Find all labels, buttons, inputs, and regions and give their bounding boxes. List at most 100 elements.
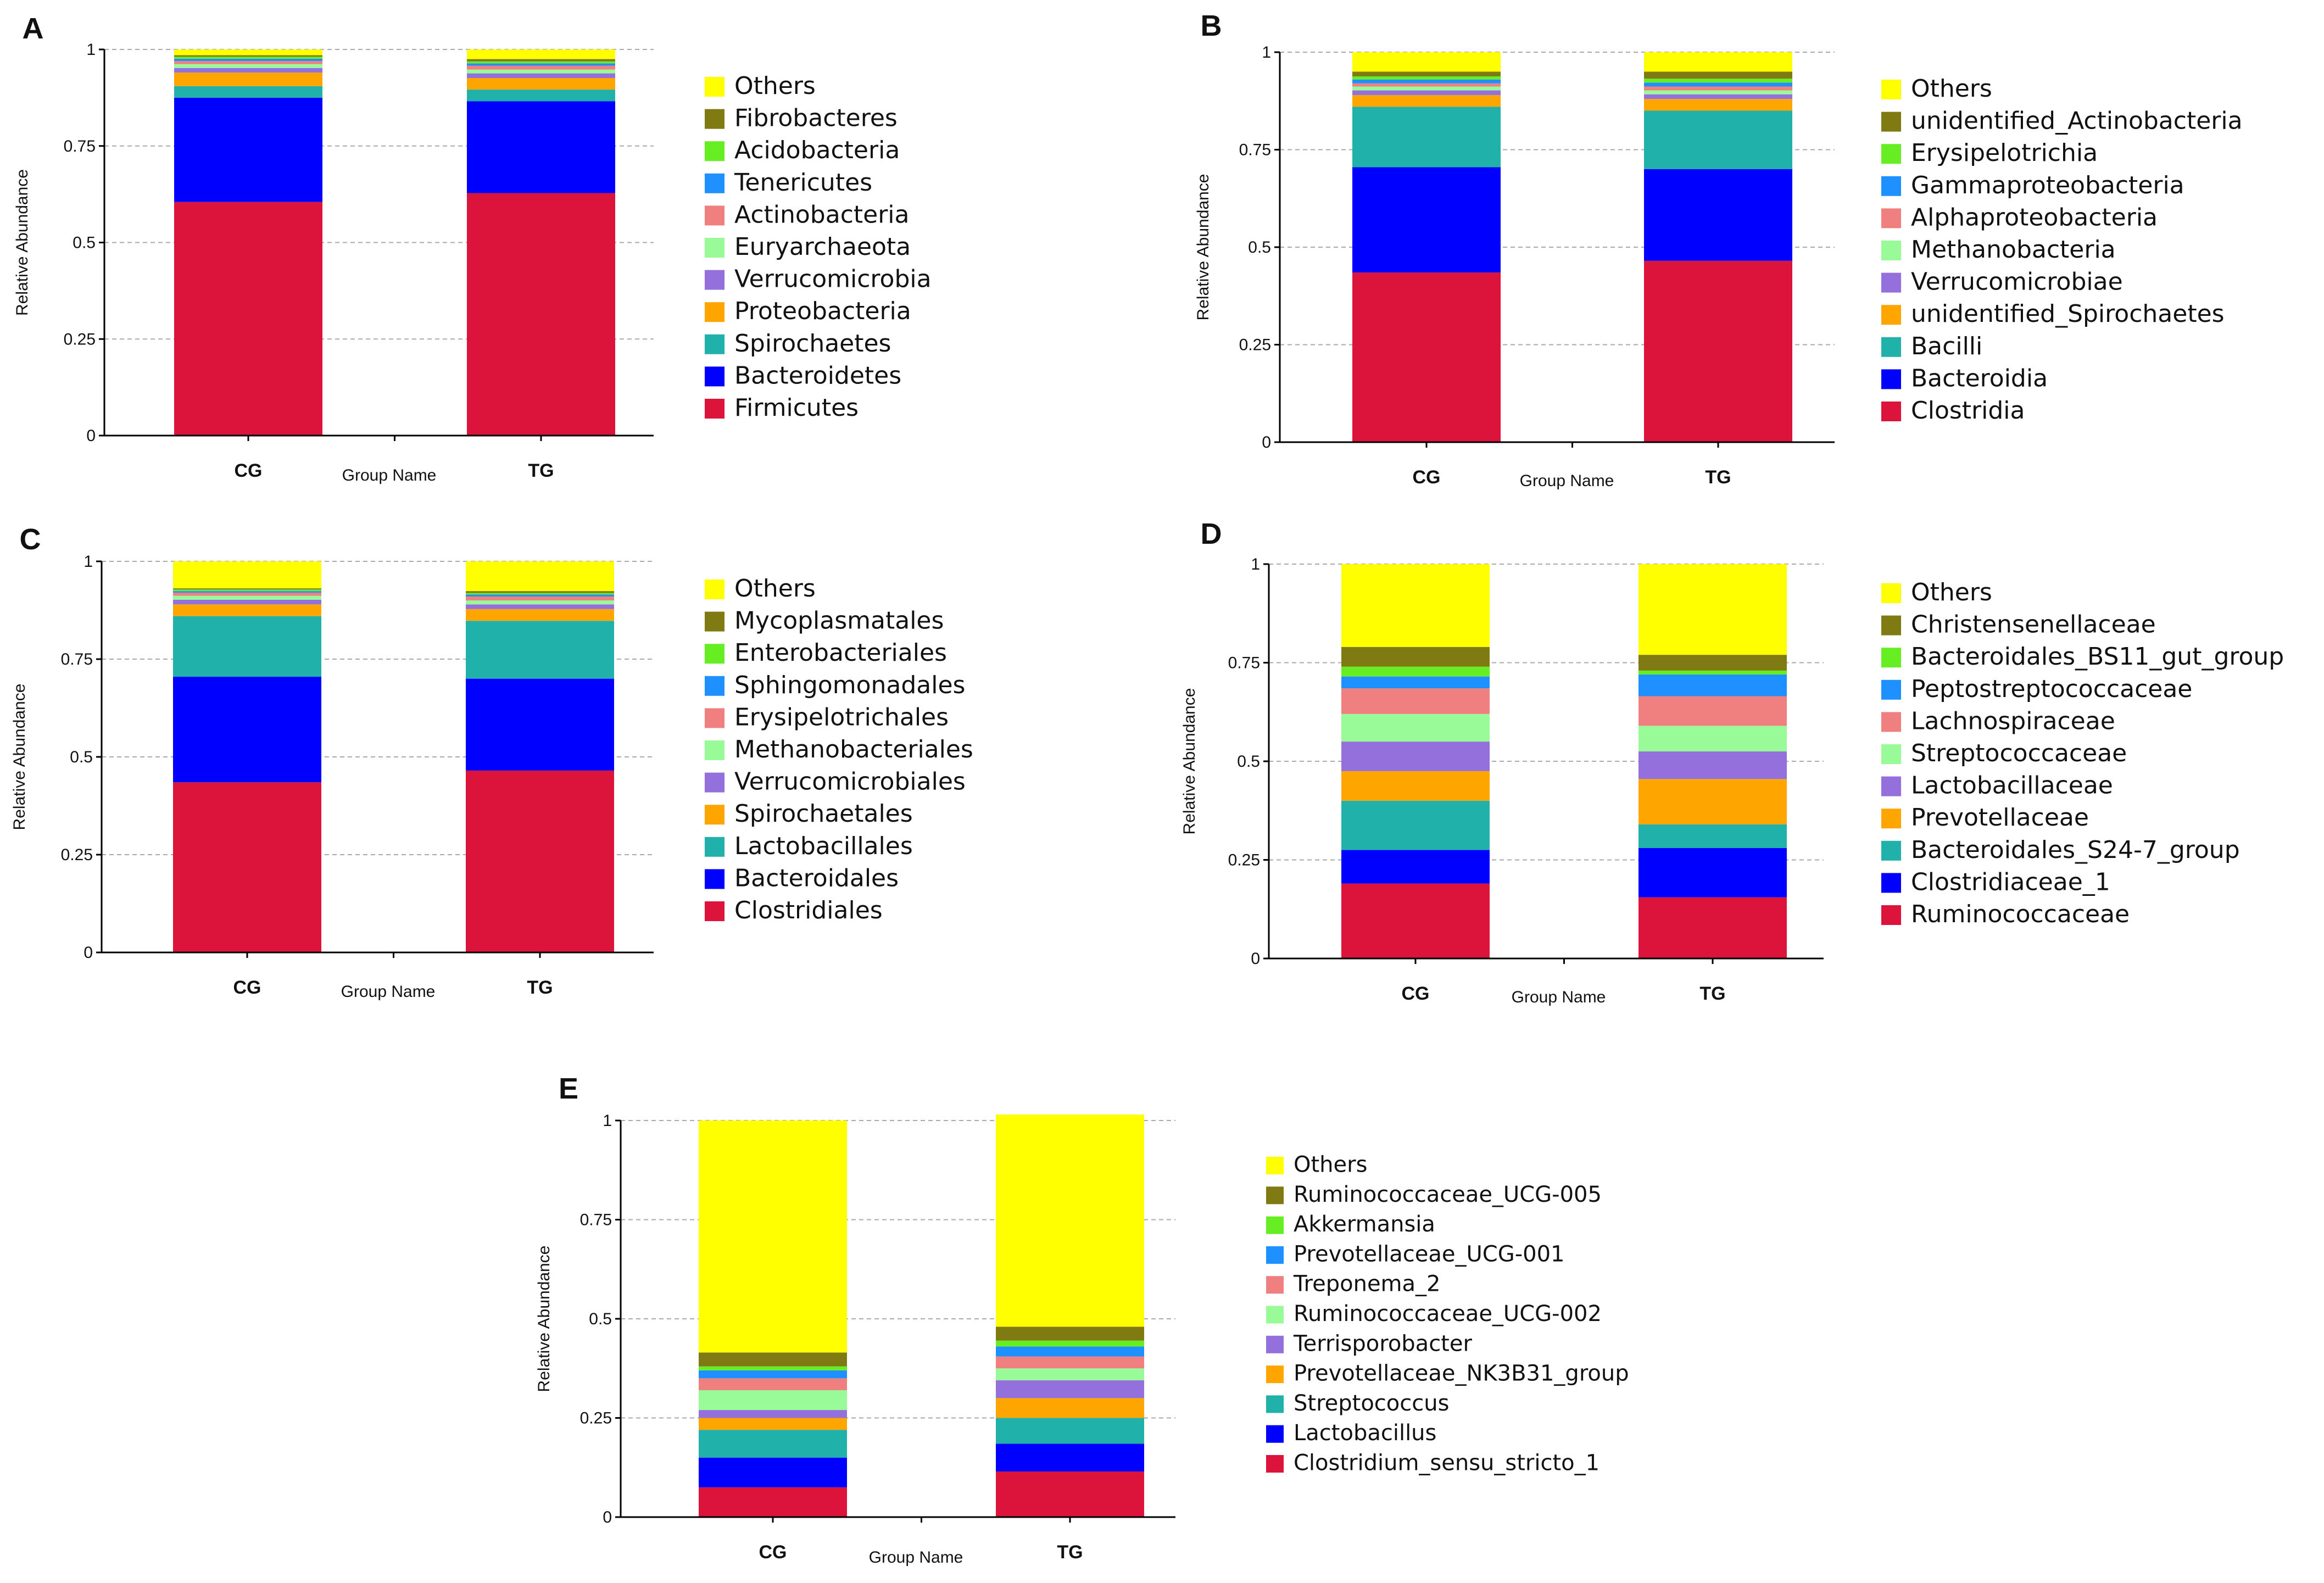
chart-e-legend-swatch-lactobacillus xyxy=(1266,1425,1284,1443)
chart-e-legend-label-prevotellaceae-nk3b31-group: Prevotellaceae_NK3B31_group xyxy=(1294,1361,1629,1386)
chart-b-bar-tg-erysipelotrichia xyxy=(1644,79,1792,83)
chart-d-ylabel: Relative Abundance xyxy=(1180,688,1199,835)
chart-e-legend-label-akkermansia: Akkermansia xyxy=(1294,1212,1435,1237)
chart-e-bar-cg-ruminococcaceae-ucg-002 xyxy=(699,1390,847,1411)
chart-e-bar-cg-terrisporobacter xyxy=(699,1410,847,1418)
chart-d-ytick-label: 0 xyxy=(1251,950,1260,968)
chart-a-bar-cg-proteobacteria xyxy=(174,73,322,86)
chart-c-legend-item-enterobacteriales: Enterobacteriales xyxy=(705,639,947,667)
chart-b-bar-cg-unidentified-actinobacteria xyxy=(1352,71,1501,77)
chart-d-panel-letter: D xyxy=(1201,517,1222,550)
chart-b-legend-item-alphaproteobacteria: Alphaproteobacteria xyxy=(1881,203,2158,231)
chart-a-legend-swatch-euryarchaeota xyxy=(705,238,724,258)
chart-d-bar-tg-streptococcaceae xyxy=(1638,726,1787,752)
chart-b-ytick-label: 1 xyxy=(1262,43,1271,62)
chart-e-bar-cg-others xyxy=(699,1121,847,1353)
chart-a-xlabel: Group Name xyxy=(342,466,437,484)
chart-c-legend-item-sphingomonadales: Sphingomonadales xyxy=(705,671,965,699)
chart-e-xtick-label-cg: CG xyxy=(759,1542,787,1563)
chart-d-legend-label-lachnospiraceae: Lachnospiraceae xyxy=(1911,707,2115,735)
chart-a-ytick-label: 0.5 xyxy=(73,234,96,252)
chart-d-bar-tg-bacteroidales-bs11-gut-group xyxy=(1638,670,1787,675)
chart-e-legend-swatch-ruminococcaceae-ucg-002 xyxy=(1266,1306,1284,1324)
chart-a-bar-tg-acidobacteria xyxy=(467,61,615,64)
chart-c-legend-label-methanobacteriales: Methanobacteriales xyxy=(734,735,973,763)
chart-d-legend-item-clostridiaceae-1: Clostridiaceae_1 xyxy=(1881,868,2110,896)
chart-d-bar-cg-bacteroidales-s24-7-group xyxy=(1341,800,1490,850)
chart-a-bar-tg-fibrobacteres xyxy=(467,59,615,62)
chart-b-legend-label-verrucomicrobiae: Verrucomicrobiae xyxy=(1911,268,2123,296)
chart-d-bar-tg-lachnospiraceae xyxy=(1638,696,1787,726)
chart-c-xtick-label-cg: CG xyxy=(233,977,261,998)
chart-e-legend-swatch-terrisporobacter xyxy=(1266,1335,1284,1353)
chart-a-bar-cg-others xyxy=(174,49,322,55)
chart-c-bar-tg-clostridiales xyxy=(466,770,614,952)
chart-e-ytick-label: 0.75 xyxy=(580,1211,612,1229)
chart-a-bar-cg-fibrobacteres xyxy=(174,55,322,57)
chart-b-bar-tg-methanobacteria xyxy=(1644,90,1792,94)
chart-b-legend-item-bacteroidia: Bacteroidia xyxy=(1881,364,2048,392)
chart-a-ylabel: Relative Abundance xyxy=(13,169,31,316)
chart-a-bar-tg-tenericutes xyxy=(467,63,615,66)
chart-a-legend-label-euryarchaeota: Euryarchaeota xyxy=(734,233,911,261)
chart-c-xtick-label-tg: TG xyxy=(527,977,553,998)
chart-d-bar-cg-lachnospiraceae xyxy=(1341,688,1490,714)
chart-e-bar-cg-treponema-2 xyxy=(699,1378,847,1390)
chart-a-legend-label-actinobacteria: Actinobacteria xyxy=(734,200,909,228)
chart-a: A 0 0.25 0.5 0.75 1 CG TG Relative Abundance Grou… xyxy=(13,12,932,484)
chart-b-legend-label-unidentified-actinobacteria: unidentified_Actinobacteria xyxy=(1911,107,2243,135)
chart-a-legend-label-firmicutes: Firmicutes xyxy=(734,394,859,422)
chart-e-legend-swatch-ruminococcaceae-ucg-005 xyxy=(1266,1186,1284,1205)
chart-b-bar-cg-alphaproteobacteria xyxy=(1352,83,1501,87)
chart-b-legend-swatch-unidentified-spirochaetes xyxy=(1881,305,1901,325)
chart-c-bar-tg-erysipelotrichales xyxy=(466,597,614,601)
chart-c-legend-item-mycoplasmatales: Mycoplasmatales xyxy=(705,607,944,635)
chart-a-legend-swatch-bacteroidetes xyxy=(705,366,724,387)
chart-d-bar-cg-lactobacillaceae xyxy=(1341,742,1490,771)
chart-c-panel-letter: C xyxy=(20,523,41,556)
chart-d-legend-label-christensenellaceae: Christensenellaceae xyxy=(1911,611,2156,639)
chart-c-bar-tg-others xyxy=(466,561,614,592)
chart-a-panel-letter: A xyxy=(23,12,44,45)
chart-d-legend-item-peptostreptococcaceae: Peptostreptococcaceae xyxy=(1881,675,2192,703)
chart-b-legend-label-alphaproteobacteria: Alphaproteobacteria xyxy=(1911,203,2158,231)
chart-e-panel-letter: E xyxy=(559,1072,578,1105)
chart-d-ytick-label: 1 xyxy=(1251,555,1260,573)
chart-c-bar-cg-verrucomicrobiales xyxy=(173,599,321,605)
chart-c-legend-item-clostridiales: Clostridiales xyxy=(705,896,883,924)
chart-c-bar-cg-sphingomonadales xyxy=(173,591,321,593)
chart-e-bar-cg-clostridium-sensu-stricto-1 xyxy=(699,1487,847,1517)
chart-d-bar-cg-peptostreptococcaceae xyxy=(1341,676,1490,689)
chart-e-bar-tg-streptococcus xyxy=(996,1418,1144,1444)
chart-d-legend-swatch-streptococcaceae xyxy=(1881,744,1901,764)
chart-a-bar-cg-verrucomicrobia xyxy=(174,68,322,73)
chart-c-legend: Others Mycoplasmatales Enterobacteriales Sp… xyxy=(705,575,973,924)
chart-e-legend-label-prevotellaceae-ucg-001: Prevotellaceae_UCG-001 xyxy=(1294,1241,1564,1267)
chart-a-ytick-label: 0.25 xyxy=(64,330,96,348)
chart-e-legend-item-terrisporobacter: Terrisporobacter xyxy=(1266,1331,1472,1356)
chart-b-legend-item-clostridia: Clostridia xyxy=(1881,397,2025,425)
chart-d-legend-item-christensenellaceae: Christensenellaceae xyxy=(1881,611,2156,639)
chart-b-legend-item-erysipelotrichia: Erysipelotrichia xyxy=(1881,139,2098,167)
chart-e-legend-item-prevotellaceae-ucg-001: Prevotellaceae_UCG-001 xyxy=(1266,1241,1564,1267)
chart-e-legend-swatch-others xyxy=(1266,1157,1284,1174)
chart-d-ytick-label: 0.5 xyxy=(1237,753,1260,771)
chart-d-legend-swatch-lachnospiraceae xyxy=(1881,712,1901,732)
chart-d-legend-swatch-bacteroidales-s24-7-group xyxy=(1881,840,1901,861)
chart-c-legend-item-others: Others xyxy=(705,575,816,603)
chart-c-ytick-label: 0 xyxy=(83,944,93,962)
chart-c-legend-label-spirochaetales: Spirochaetales xyxy=(734,800,913,828)
chart-a-legend-label-acidobacteria: Acidobacteria xyxy=(734,136,900,164)
chart-c-bar-cg-spirochaetales xyxy=(173,604,321,616)
chart-d-legend-item-bacteroidales-s24-7-group: Bacteroidales_S24-7_group xyxy=(1881,836,2240,864)
chart-e-bar-tg-lactobacillus xyxy=(996,1443,1144,1471)
chart-b-legend-swatch-gammaproteobacteria xyxy=(1881,176,1901,196)
chart-a-legend-item-proteobacteria: Proteobacteria xyxy=(705,297,911,325)
chart-d-legend-swatch-prevotellaceae xyxy=(1881,809,1901,829)
chart-a-bar-tg-euryarchaeota xyxy=(467,69,615,74)
chart-c-bar-tg-spirochaetales xyxy=(466,609,614,621)
chart-a-ytick-label: 0.75 xyxy=(64,137,96,155)
chart-d-legend-label-clostridiaceae-1: Clostridiaceae_1 xyxy=(1911,868,2110,896)
chart-b-bar-cg-verrucomicrobiae xyxy=(1352,90,1501,96)
chart-d-legend-label-streptococcaceae: Streptococcaceae xyxy=(1911,739,2127,767)
